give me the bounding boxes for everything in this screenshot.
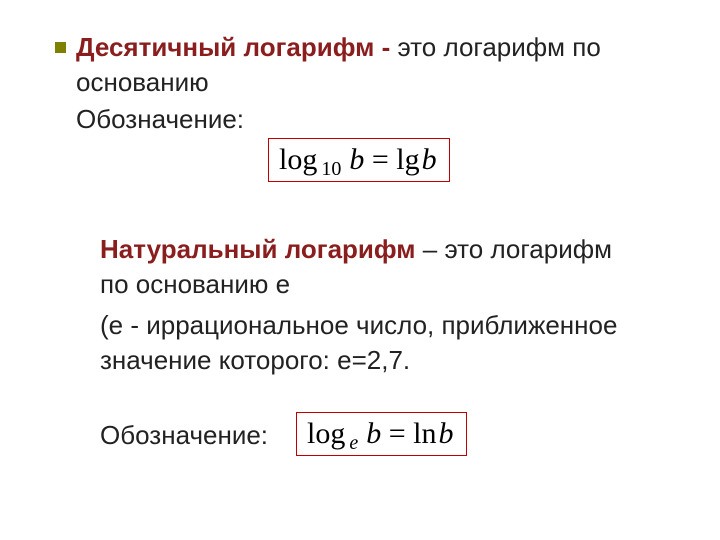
formula2-fn-right: ln bbox=[413, 417, 436, 450]
section1-text: Десятичный логарифм - это логарифм по ос… bbox=[76, 30, 636, 100]
section2-notation-label: Обозначение: bbox=[100, 420, 268, 451]
formula2-sub: e bbox=[345, 432, 364, 454]
formula2-arg2: b bbox=[437, 417, 454, 450]
bullet-square bbox=[55, 42, 66, 53]
section2-text: Натуральный логарифм – это логарифм по о… bbox=[100, 232, 620, 302]
section1-notation-label: Обозначение: bbox=[76, 104, 244, 135]
section2-explain: (е - иррациональное число, приближенное … bbox=[100, 308, 620, 378]
formula-log10: log10b = lgb bbox=[268, 138, 450, 182]
formula1-fn-left: log bbox=[279, 143, 317, 176]
formula1-fn-right: lg bbox=[396, 143, 419, 176]
formula2-eq: = bbox=[381, 417, 413, 450]
slide: Десятичный логарифм - это логарифм по ос… bbox=[0, 0, 720, 540]
formula1-arg: b bbox=[347, 143, 364, 176]
formula1-eq: = bbox=[364, 143, 396, 176]
formula1-arg2: b bbox=[420, 143, 437, 176]
formula-loge: logeb = lnb bbox=[296, 412, 467, 456]
formula2-arg: b bbox=[364, 417, 381, 450]
formula2-fn-left: log bbox=[307, 417, 345, 450]
formula1-sub: 10 bbox=[317, 158, 347, 180]
section1-heading: Десятичный логарифм - bbox=[76, 32, 397, 62]
section2-heading: Натуральный логарифм bbox=[100, 234, 416, 264]
